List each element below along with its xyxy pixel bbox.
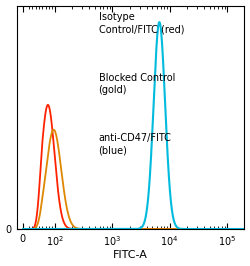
- Text: Isotype
Control/FITC (red): Isotype Control/FITC (red): [98, 12, 184, 35]
- X-axis label: FITC-A: FITC-A: [113, 251, 148, 260]
- Text: anti-CD47/FITC
(blue): anti-CD47/FITC (blue): [98, 133, 172, 155]
- Text: Blocked Control
(gold): Blocked Control (gold): [98, 73, 175, 95]
